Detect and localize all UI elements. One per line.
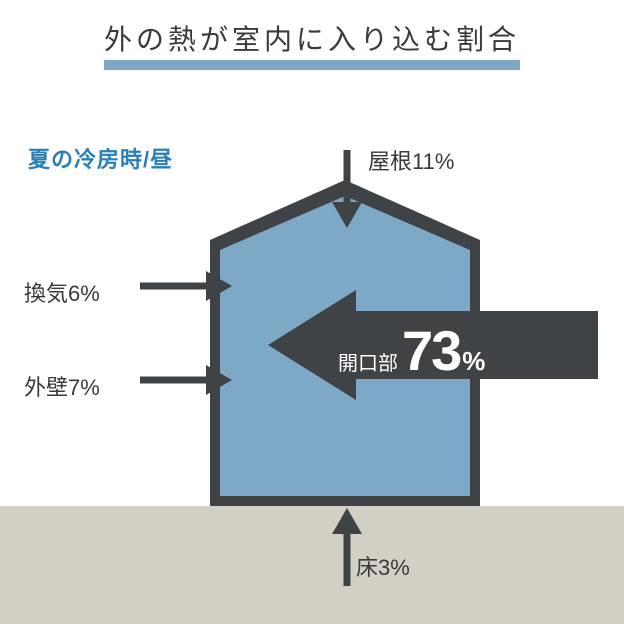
arrow-roof	[332, 150, 362, 228]
label-floor: 床3%	[356, 550, 410, 582]
page-title: 外の熱が室内に入り込む割合	[104, 18, 520, 70]
label-roof: 屋根11%	[368, 144, 454, 176]
big-arrow-label: 開口部	[338, 347, 398, 376]
title-wrap: 外の熱が室内に入り込む割合	[0, 0, 624, 70]
ground	[0, 506, 624, 624]
arrow-wall	[140, 365, 232, 395]
big-arrow-text: 開口部 73 %	[338, 318, 485, 383]
label-wall: 外壁7%	[24, 370, 100, 402]
label-vent: 換気6%	[24, 276, 100, 308]
big-arrow-value: 73	[402, 318, 460, 383]
arrow-vent	[140, 271, 232, 301]
subtitle: 夏の冷房時/昼	[28, 142, 173, 174]
big-arrow-pct: %	[462, 346, 485, 377]
